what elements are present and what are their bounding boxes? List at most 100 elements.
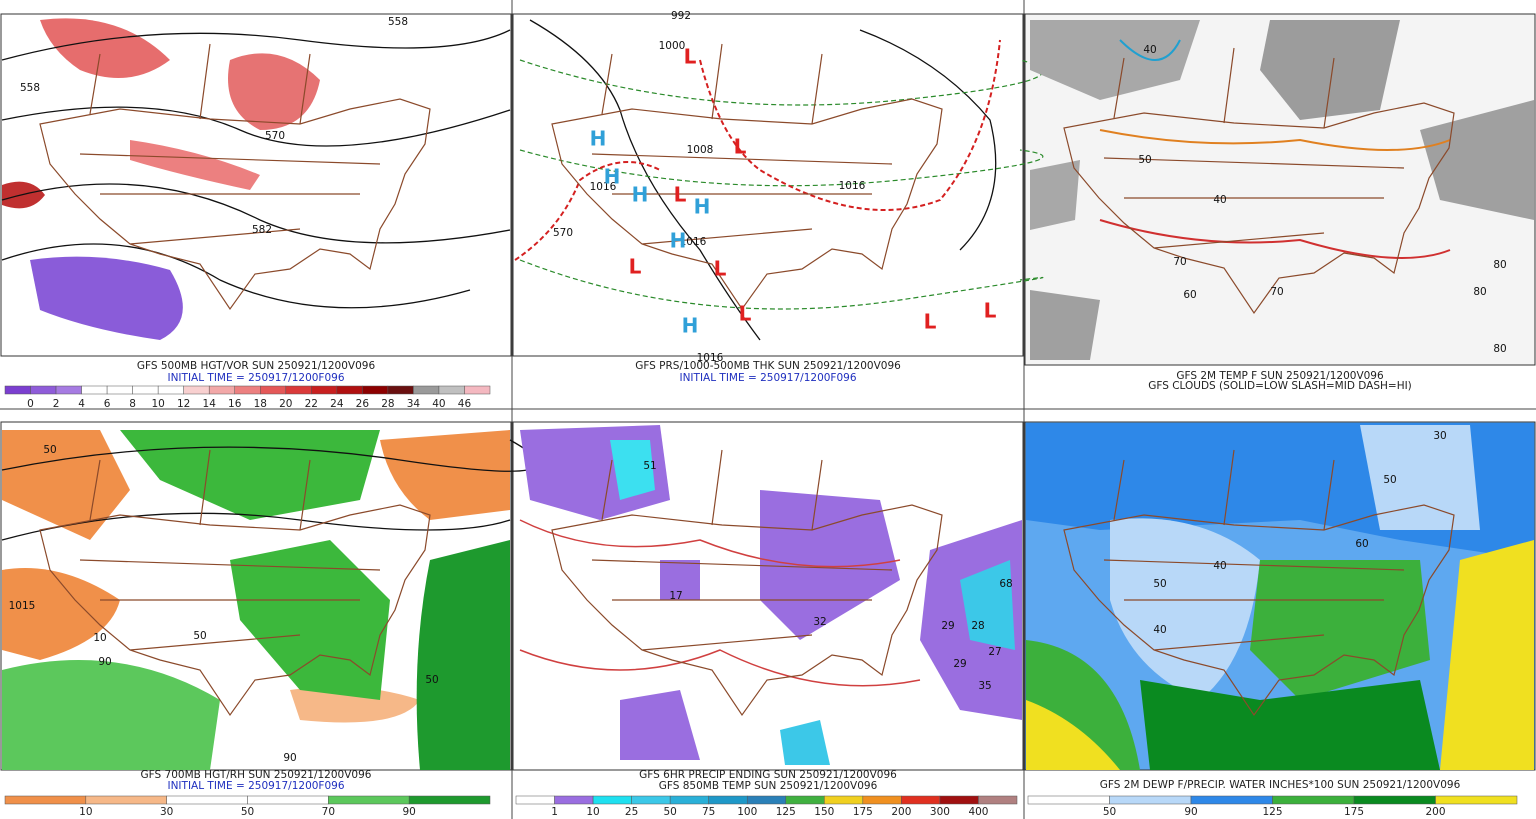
colorbar-label: 14 (203, 398, 217, 410)
colorbar-swatch (260, 385, 287, 395)
contour-label: 992 (671, 10, 691, 22)
colorbar-swatch (55, 385, 82, 395)
contour-label: 40 (1213, 560, 1226, 572)
colorbar-label: 100 (737, 806, 757, 818)
pw-fill (1026, 423, 1534, 770)
colorbar-swatch (708, 795, 748, 805)
contour-label: 50 (193, 630, 206, 642)
colorbar-swatch (408, 795, 491, 805)
contour-label: 28 (971, 620, 984, 632)
colorbar-swatch (85, 795, 167, 805)
precip-fill (520, 425, 1022, 765)
contour-label: 60 (1183, 289, 1196, 301)
caption: GFS PRS/1000-500MB THK SUN 250921/1200V0… (635, 360, 901, 372)
colorbar-label: 28 (381, 398, 394, 410)
colorbar-label: 125 (1262, 806, 1282, 818)
colorbar-swatch (183, 385, 210, 395)
colorbar-label: 75 (702, 806, 715, 818)
colorbar-label: 40 (432, 398, 445, 410)
contour-label: 32 (813, 616, 826, 628)
contour-label: 60 (1355, 538, 1368, 550)
pressure-center: L (684, 45, 697, 69)
colorbar-label: 175 (853, 806, 873, 818)
colorbar-label: 50 (1103, 806, 1116, 818)
contour-label: 40 (1143, 44, 1156, 56)
colorbar-swatch (1027, 795, 1110, 805)
contour-label: 40 (1153, 624, 1166, 636)
colorbar-swatch (438, 385, 465, 395)
colorbar-swatch (234, 385, 261, 395)
colorbar-label: 24 (330, 398, 344, 410)
colorbar-swatch (978, 795, 1018, 805)
colorbar-swatch (247, 795, 329, 805)
pressure-center: L (629, 255, 642, 279)
contour-label: 570 (265, 130, 285, 142)
colorbar-label: 10 (79, 806, 92, 818)
colorbar-label: 30 (160, 806, 173, 818)
annotations: GFS 500MB HGT/VOR SUN 250921/1200V096INI… (4, 10, 1518, 818)
colorbar-swatch (1435, 795, 1518, 805)
contour-label: 558 (20, 82, 40, 94)
colorbar-label: 20 (279, 398, 292, 410)
contour-label: 558 (388, 16, 408, 28)
contour-label: 40 (1213, 194, 1226, 206)
colorbar-swatch (464, 385, 491, 395)
colorbar-swatch (387, 385, 414, 395)
colorbar-swatch (1272, 795, 1355, 805)
pressure-center: H (670, 229, 687, 253)
colorbar-swatch (4, 385, 31, 395)
contour-label: 90 (98, 656, 111, 668)
colorbar-label: 4 (78, 398, 85, 410)
colorbar-label: 50 (241, 806, 254, 818)
colorbar-swatch (81, 385, 108, 395)
colorbar-swatch (106, 385, 133, 395)
colorbar-label: 10 (151, 398, 164, 410)
contour-label: 582 (252, 224, 272, 236)
colorbar-label: 18 (254, 398, 267, 410)
contour-label: 1016 (680, 236, 707, 248)
colorbar-label: 22 (305, 398, 318, 410)
colorbar-swatch (669, 795, 709, 805)
caption: GFS 2M TEMP F SUN 250921/1200V096 (1176, 370, 1384, 382)
colorbar-swatch (1190, 795, 1273, 805)
contour-label: 1015 (9, 600, 36, 612)
colorbar-swatch (515, 795, 555, 805)
colorbar-label: 8 (129, 398, 136, 410)
colorbar-swatch (132, 385, 159, 395)
colorbar-label: 2 (53, 398, 60, 410)
caption: GFS CLOUDS (SOLID=LOW SLASH=MID DASH=HI) (1148, 380, 1412, 392)
caption: GFS 850MB TEMP SUN 250921/1200V096 (659, 780, 878, 792)
colorbar-label: 16 (228, 398, 242, 410)
pressure-center: H (694, 195, 711, 219)
contours (1, 29, 511, 309)
contour-label: 51 (643, 460, 656, 472)
contour-label: 68 (999, 578, 1012, 590)
contour-label: 70 (1270, 286, 1283, 298)
pressure-center: L (714, 257, 727, 281)
contour-label: 1016 (697, 352, 724, 364)
rh-fill (2, 430, 510, 770)
contour-label: 50 (43, 444, 56, 456)
colorbar-swatch (1109, 795, 1192, 805)
contour-label: 50 (1153, 578, 1166, 590)
colorbar-label: 46 (458, 398, 472, 410)
contour-label: 1008 (687, 144, 714, 156)
colorbar-swatch (939, 795, 979, 805)
colorbar-label: 200 (891, 806, 911, 818)
colorbar-label: 1 (551, 806, 558, 818)
colorbar-label: 200 (1425, 806, 1445, 818)
pressure-center: H (682, 314, 699, 338)
pressure-center: L (739, 302, 752, 326)
contour-label: 90 (283, 752, 296, 764)
colorbar-label: 125 (776, 806, 796, 818)
colorbar-swatch (862, 795, 902, 805)
pressure-center: H (604, 165, 621, 189)
contour-label: 70 (1173, 256, 1186, 268)
colorbar-label: 150 (814, 806, 834, 818)
colorbar-swatch (157, 385, 184, 395)
pressure-center: H (590, 127, 607, 151)
caption: GFS 700MB HGT/RH SUN 250921/1200V096 (141, 769, 372, 781)
pressure-center: L (734, 135, 747, 159)
colorbar-swatch (362, 385, 389, 395)
